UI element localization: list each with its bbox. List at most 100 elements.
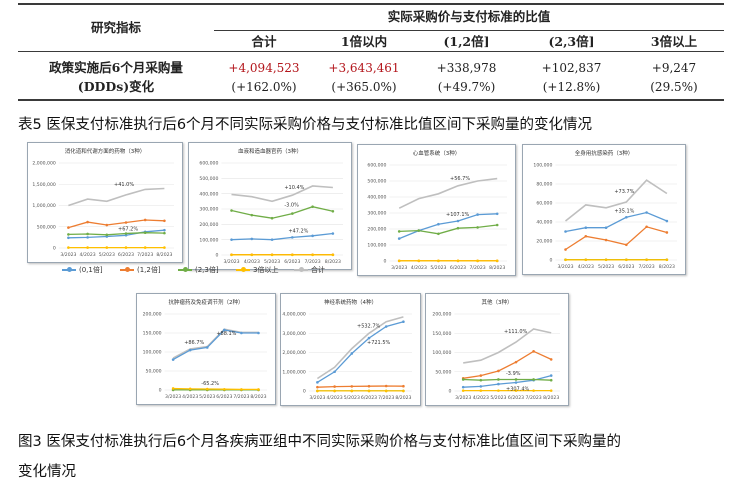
data-point [350, 352, 354, 355]
x-tick-label: 3/2023 [223, 259, 239, 265]
y-tick-label: 1,000,000 [282, 369, 305, 375]
data-point [497, 378, 500, 381]
column-header: (2,3倍] [548, 34, 595, 49]
change-over-3x: (29.5%) [650, 80, 698, 94]
change-annotation: +47.2% [288, 228, 308, 234]
data-point [514, 389, 518, 392]
data-point [417, 259, 421, 263]
series-line [463, 374, 552, 388]
data-point [532, 350, 535, 353]
data-point [188, 387, 192, 391]
chart-title: 血液和造血器官药（3种） [238, 147, 302, 155]
data-point [367, 389, 371, 393]
table-bottom-rule [18, 99, 724, 101]
x-tick-label: 4/2023 [473, 395, 489, 401]
data-point [604, 258, 608, 262]
change-annotation: +107.1% [446, 212, 470, 218]
figure-caption-line-2: 变化情况 [18, 464, 76, 480]
series-line [68, 232, 165, 236]
data-point [230, 238, 233, 241]
change-annotation: -3.0% [284, 203, 299, 209]
data-point [257, 388, 260, 391]
chart-antineoplastic: 抗肿瘤药及免疫调节剂（2种） 0 50,000 100,000 150,000 200,0… [136, 293, 276, 405]
series-line [398, 213, 498, 240]
data-point [230, 253, 233, 257]
y-tick-label: 600,000 [367, 163, 386, 169]
data-point [479, 385, 483, 388]
data-point [188, 348, 192, 352]
data-point [532, 389, 535, 392]
y-tick-label: 300,000 [199, 207, 218, 213]
change-annotation: +111.0% [504, 329, 528, 335]
data-point [402, 384, 405, 388]
y-tick-label: 500,000 [199, 176, 218, 182]
change-annotation: +41.0% [114, 182, 134, 188]
change-annotation: +56.7% [450, 176, 470, 182]
data-point [549, 389, 553, 392]
chart-title: 神经系统药物（4种） [324, 298, 377, 306]
data-point [331, 210, 335, 213]
data-point [86, 236, 89, 239]
y-tick-label: 200,000 [143, 312, 162, 318]
figure-caption-line-1: 图3 医保支付标准执行后6个月各疾病亚组中不同实际采购价格与支付标准比值区间下采… [18, 434, 622, 450]
table-group-rule [214, 30, 724, 31]
table-top-rule [18, 3, 724, 5]
data-point [497, 382, 500, 386]
data-point [257, 331, 260, 335]
change-annotation: +88.1% [216, 331, 236, 337]
data-point [461, 385, 465, 389]
data-point [105, 223, 109, 227]
x-tick-label: 6/2023 [118, 252, 134, 258]
y-tick-label: 150,000 [432, 331, 451, 337]
x-tick-label: 5/2023 [344, 395, 360, 401]
data-point [625, 243, 628, 247]
data-point [223, 328, 226, 332]
x-tick-label: 4/2023 [578, 264, 594, 270]
data-point [291, 212, 294, 215]
y-tick-label: 100,000 [367, 243, 386, 249]
x-tick-label: 8/2023 [395, 395, 411, 401]
series-line [68, 187, 165, 207]
data-point [549, 374, 553, 377]
data-point [86, 220, 89, 224]
x-tick-label: 8/2023 [156, 252, 172, 258]
series-line [231, 232, 333, 241]
y-tick-label: 100,000 [143, 350, 162, 356]
data-point [456, 226, 460, 230]
data-point [311, 253, 314, 257]
data-point [549, 378, 553, 382]
data-point [311, 205, 314, 208]
data-point [163, 231, 166, 235]
change-annotation: +721.5% [367, 340, 391, 346]
data-point [402, 389, 405, 393]
data-point [67, 233, 70, 236]
data-point [417, 229, 421, 232]
data-point [230, 209, 233, 212]
data-point [625, 215, 628, 219]
series-line [68, 229, 165, 239]
y-tick-label: 60,000 [536, 201, 552, 207]
data-point [476, 226, 479, 229]
data-point [291, 253, 294, 257]
y-tick-label: 40,000 [536, 220, 552, 226]
data-point [205, 346, 209, 349]
y-tick-label: 300,000 [367, 211, 386, 217]
chart-title: 消化道和代谢方面的药物（3种） [65, 147, 146, 155]
data-point [384, 325, 388, 328]
chart-title: 全身用抗感染药（3种） [575, 149, 634, 157]
legend-item: 3倍以上 [236, 264, 278, 276]
y-tick-label: 50,000 [435, 369, 451, 375]
data-point [456, 219, 460, 223]
change-within-1x: (+365.0%) [331, 80, 397, 94]
data-point [270, 216, 274, 220]
x-tick-label: 4/2023 [327, 395, 343, 401]
y-tick-label: 150,000 [143, 331, 162, 337]
y-tick-label: 50,000 [146, 369, 162, 375]
data-point [250, 213, 254, 217]
y-tick-label: 3,000,000 [282, 331, 305, 337]
x-tick-label: 4/2023 [182, 394, 198, 400]
data-point [645, 211, 648, 214]
legend-item: (1,2倍] [120, 264, 161, 276]
value-1-2x: +338,978 [436, 61, 497, 75]
data-point [124, 221, 128, 224]
